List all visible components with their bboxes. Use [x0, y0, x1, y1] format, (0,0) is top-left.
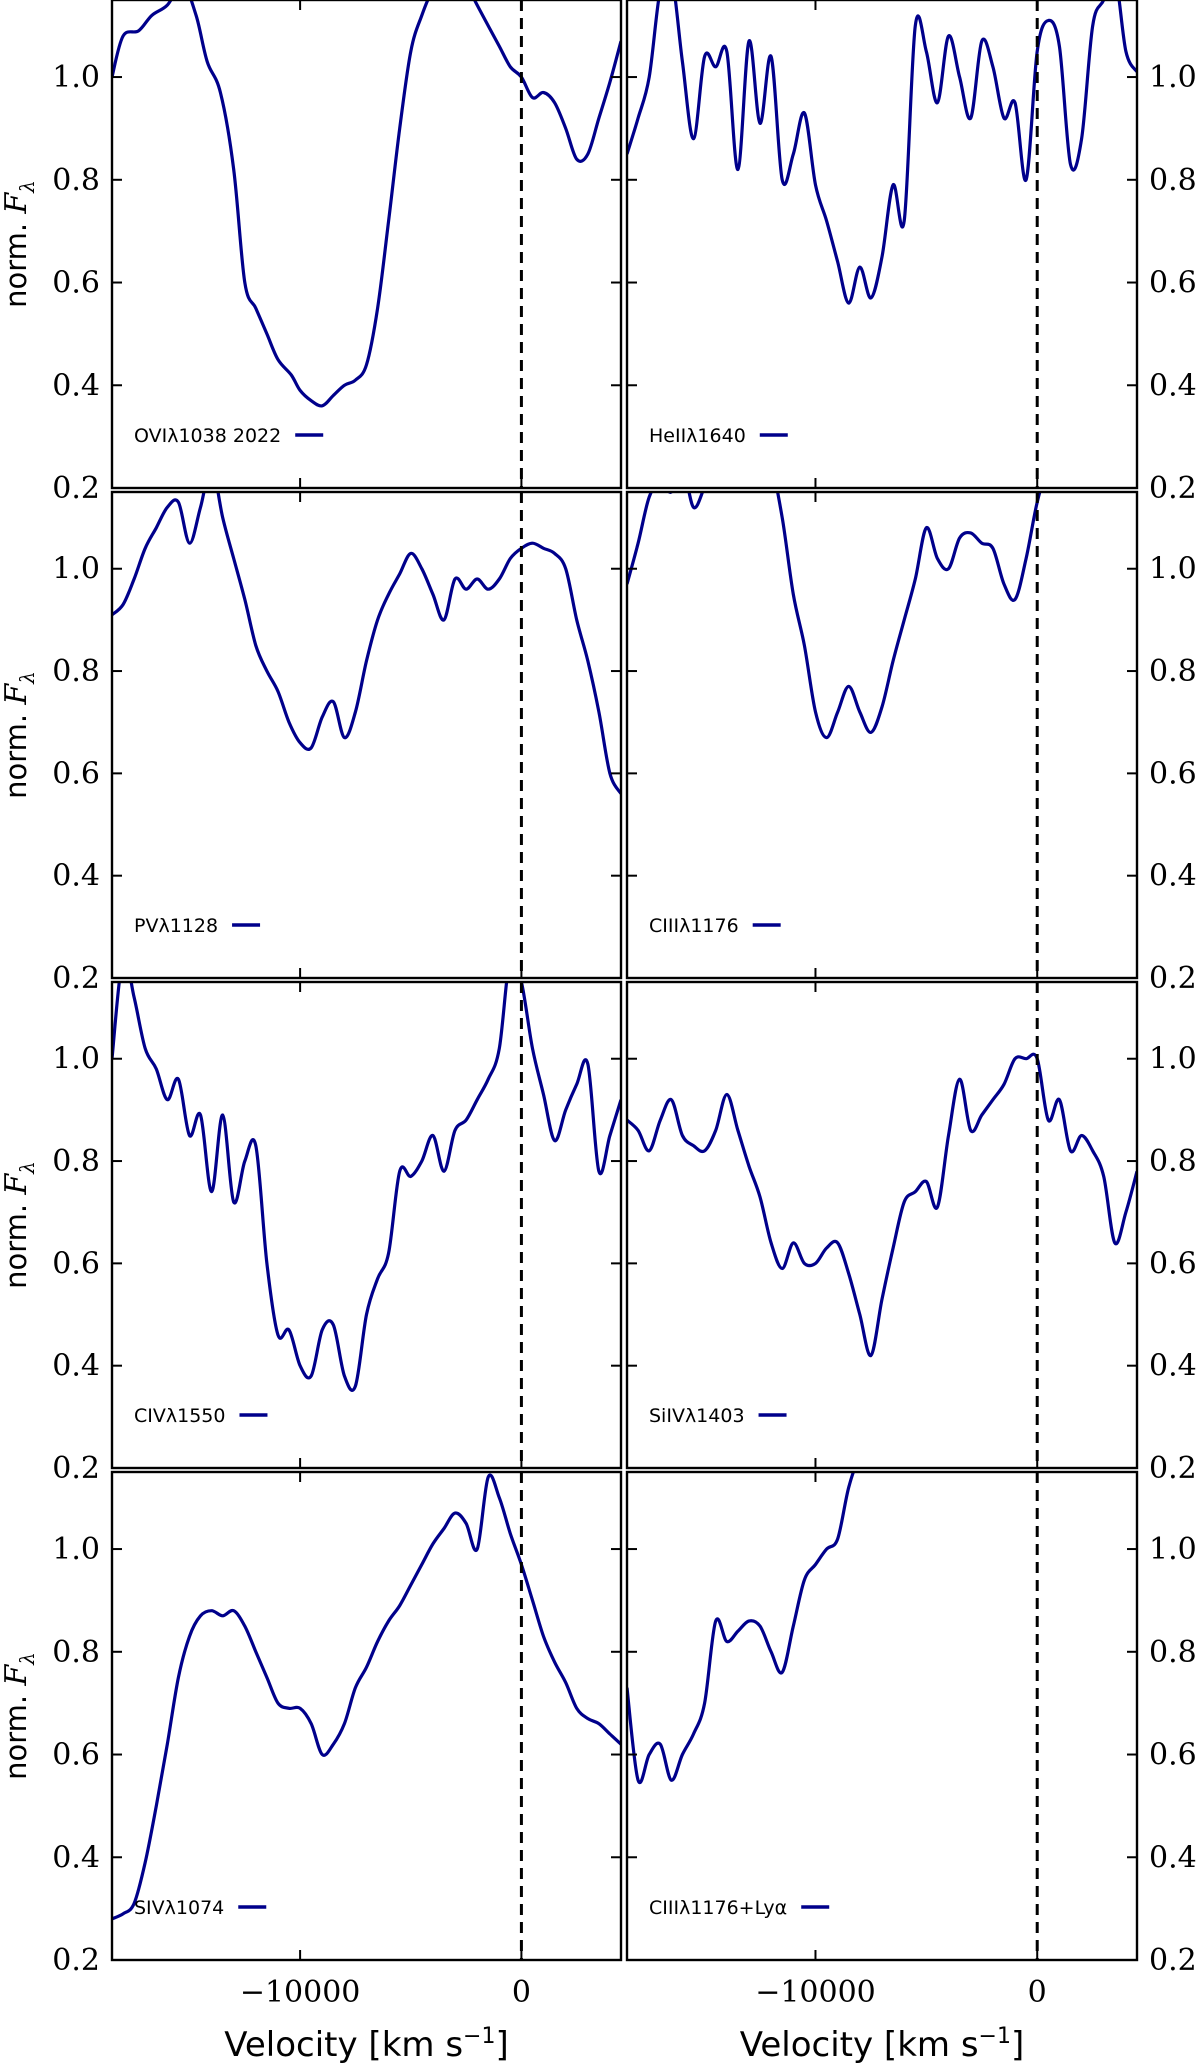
panel-3-0: 0.2 0.4 0.6 0.8 1.0 −10000 0 SIVλ1074 norm. Fλ Ve… [0, 1470, 623, 2065]
y-tick-label: 0.4 [1149, 1349, 1197, 1384]
spectrum-line [627, 1052, 1137, 1358]
y-tick-label: 0.8 [52, 1635, 100, 1670]
y-tick-label: 0.4 [52, 1840, 100, 1875]
y-tick-label: 1.0 [1149, 60, 1197, 95]
spectrum-line [627, 0, 1137, 305]
x-tick-label: −10000 [240, 1975, 361, 2010]
panel-0-1: 0.2 0.4 0.6 0.8 1.0 HeIIλ1640 [625, 0, 1197, 506]
legend-label: SIVλ1074 [134, 1897, 224, 1919]
y-tick-label: 0.2 [1149, 961, 1197, 996]
y-tick-label: 0.8 [1149, 1635, 1197, 1670]
x-tick-label: −10000 [755, 1975, 876, 2010]
panel-frame [625, 980, 1139, 1470]
y-tick-label: 0.4 [52, 1349, 100, 1384]
panel-1-0: 0.2 0.4 0.6 0.8 1.0 PVλ1128 norm. Fλ [0, 490, 623, 996]
y-tick-label: 0.2 [52, 961, 100, 996]
x-axis-label: Velocity [km s−1] [740, 2024, 1024, 2065]
y-tick-label: 1.0 [52, 60, 100, 95]
legend-label: HeIIλ1640 [649, 425, 746, 447]
panel-2-1: 0.2 0.4 0.6 0.8 1.0 SiIVλ1403 [625, 980, 1197, 1486]
y-tick-label: 1.0 [52, 552, 100, 587]
y-tick-label: 0.2 [52, 471, 100, 506]
y-tick-label: 0.4 [52, 859, 100, 894]
panel-frame [110, 1470, 623, 1962]
legend-label: CIIIλ1176 [649, 915, 739, 937]
y-tick-label: 0.8 [52, 1144, 100, 1179]
y-axis-label: norm. Fλ [0, 1652, 39, 1780]
y-tick-label: 1.0 [52, 1532, 100, 1567]
y-tick-label: 0.6 [1149, 756, 1197, 791]
spectrum-line [112, 0, 621, 408]
spectrum-line [112, 982, 621, 1392]
x-tick-label: 0 [512, 1975, 531, 2010]
y-tick-label: 0.6 [52, 266, 100, 301]
panel-frame [625, 490, 1139, 980]
legend-label: PVλ1128 [134, 915, 218, 937]
legend-label: CIIIλ1176+Lyα [649, 1897, 787, 1919]
y-tick-label: 0.2 [52, 1943, 100, 1978]
legend-label: SiIVλ1403 [649, 1405, 745, 1427]
y-tick-label: 0.8 [1149, 654, 1197, 689]
panel-frame [625, 1470, 1139, 1962]
panel-frame [625, 0, 1139, 490]
y-tick-label: 0.6 [1149, 1246, 1197, 1281]
y-tick-label: 0.6 [52, 1246, 100, 1281]
spectrum-line [112, 492, 621, 795]
y-tick-label: 0.8 [1149, 163, 1197, 198]
spectrum-line [627, 492, 1042, 740]
y-tick-label: 0.2 [1149, 471, 1197, 506]
x-tick-label: 0 [1028, 1975, 1047, 2010]
panel-3-1: 0.2 0.4 0.6 0.8 1.0 −10000 0 CIIIλ1176+Lyα Veloc… [625, 1470, 1197, 2065]
panel-2-0: 0.2 0.4 0.6 0.8 1.0 CIVλ1550 norm. Fλ [0, 980, 623, 1486]
panel-1-1: 0.2 0.4 0.6 0.8 1.0 CIIIλ1176 [625, 490, 1197, 996]
y-axis-label: norm. Fλ [0, 671, 39, 799]
y-tick-label: 0.8 [1149, 1144, 1197, 1179]
spectrum-line [627, 1472, 856, 1785]
y-tick-label: 0.2 [1149, 1451, 1197, 1486]
y-tick-label: 0.8 [52, 654, 100, 689]
panel-frame [110, 0, 623, 490]
y-axis-label: norm. Fλ [0, 1161, 39, 1289]
y-tick-label: 0.4 [52, 368, 100, 403]
y-tick-label: 0.4 [1149, 859, 1197, 894]
y-tick-label: 1.0 [1149, 1532, 1197, 1567]
legend-label: OVIλ1038 2022 [134, 425, 281, 447]
x-axis-label: Velocity [km s−1] [224, 2024, 508, 2065]
spectrum-line [112, 1473, 621, 1921]
y-tick-label: 0.6 [1149, 1738, 1197, 1773]
y-tick-label: 0.6 [1149, 266, 1197, 301]
y-tick-label: 1.0 [1149, 1042, 1197, 1077]
y-tick-label: 1.0 [52, 1042, 100, 1077]
panel-frame [110, 490, 623, 980]
y-tick-label: 0.8 [52, 163, 100, 198]
panel-0-0: 0.2 0.4 0.6 0.8 1.0 OVIλ1038 2022 norm. Fλ [0, 0, 623, 506]
panel-frame [110, 980, 623, 1470]
y-tick-label: 1.0 [1149, 552, 1197, 587]
y-tick-label: 0.4 [1149, 1840, 1197, 1875]
y-tick-label: 0.4 [1149, 368, 1197, 403]
y-axis-label: norm. Fλ [0, 180, 39, 308]
y-tick-label: 0.6 [52, 756, 100, 791]
y-tick-label: 0.6 [52, 1738, 100, 1773]
legend-label: CIVλ1550 [134, 1405, 225, 1427]
y-tick-label: 0.2 [1149, 1943, 1197, 1978]
y-tick-label: 0.2 [52, 1451, 100, 1486]
